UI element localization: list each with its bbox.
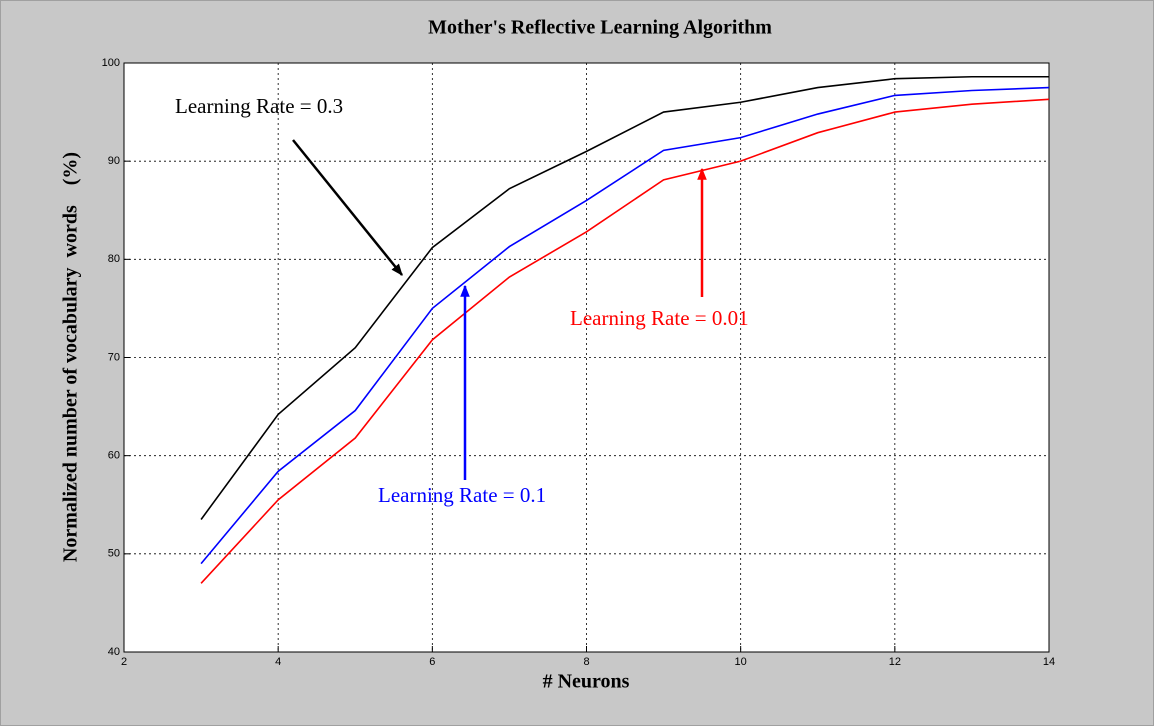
y-tick-label: 80 <box>108 253 120 265</box>
x-tick-label: 6 <box>429 656 435 668</box>
line-series <box>200 86 1050 565</box>
line-series <box>200 75 1049 520</box>
annotation: Learning Rate = 0.3 <box>175 94 343 118</box>
annotation: Learning Rate = 0.01 <box>570 306 749 330</box>
lines <box>200 75 1050 584</box>
y-tick-label: 90 <box>108 155 120 167</box>
chart-title: Mother's Reflective Learning Algorithm <box>428 17 772 39</box>
y-tick-label: 100 <box>102 57 120 69</box>
y-tick-label: 60 <box>108 450 120 462</box>
grid: 2 4 6 8 10 12 14 40 50 60 70 80 90 100 <box>102 57 1055 668</box>
x-tick-label: 2 <box>121 656 127 668</box>
x-axis-label: # Neurons <box>543 671 630 693</box>
y-tick-label: 70 <box>108 351 120 363</box>
x-tick-label: 8 <box>583 656 589 668</box>
x-tick-label: 10 <box>735 656 747 668</box>
y-tick-label: 40 <box>108 646 120 658</box>
y-axis-label: Normalized number of vocabulary words (%… <box>60 152 82 562</box>
line-series <box>200 98 1050 584</box>
annotation-arrow <box>292 139 403 276</box>
y-tick-label: 50 <box>108 548 120 560</box>
x-tick-label: 14 <box>1043 656 1055 668</box>
annotation: Learning Rate = 0.1 <box>378 483 546 507</box>
x-tick-label: 4 <box>275 656 281 668</box>
x-tick-label: 12 <box>889 656 901 668</box>
